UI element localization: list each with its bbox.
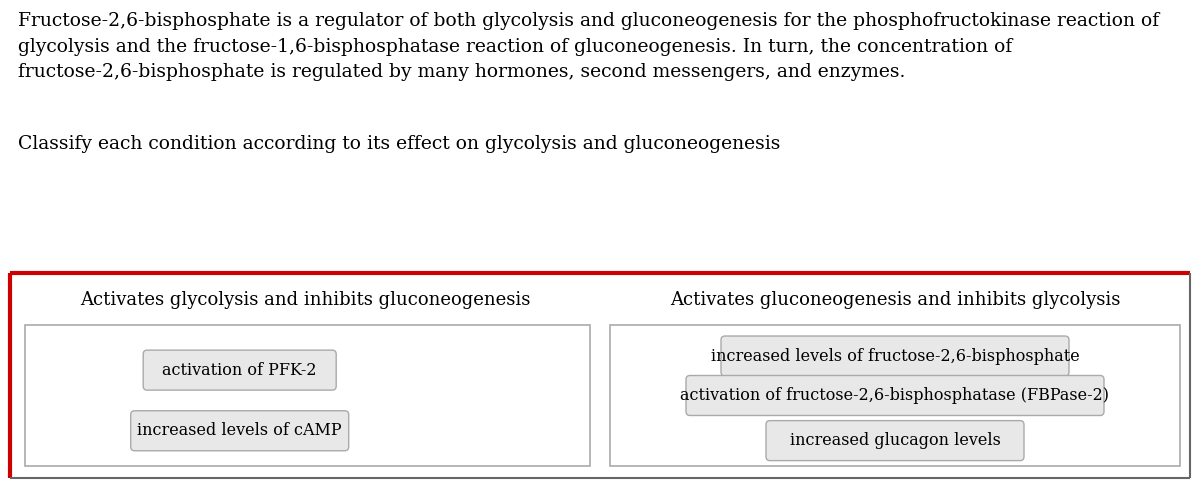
Text: Classify each condition according to its effect on glycolysis and gluconeogenesi: Classify each condition according to its…: [18, 135, 780, 153]
Text: increased glucagon levels: increased glucagon levels: [790, 432, 1001, 449]
Text: increased levels of cAMP: increased levels of cAMP: [137, 422, 342, 439]
Text: increased levels of fructose-2,6-bisphosphate: increased levels of fructose-2,6-bisphos…: [710, 347, 1079, 364]
Text: activation of fructose-2,6-bisphosphatase (FBPase-2): activation of fructose-2,6-bisphosphatas…: [680, 387, 1110, 404]
FancyBboxPatch shape: [721, 336, 1069, 376]
Text: Fructose-2,6-bisphosphate is a regulator of both glycolysis and gluconeogenesis : Fructose-2,6-bisphosphate is a regulator…: [18, 12, 1159, 81]
FancyBboxPatch shape: [766, 420, 1024, 461]
FancyBboxPatch shape: [686, 376, 1104, 416]
Text: Activates gluconeogenesis and inhibits glycolysis: Activates gluconeogenesis and inhibits g…: [670, 291, 1120, 309]
Bar: [25, 325, 590, 466]
FancyBboxPatch shape: [131, 411, 349, 451]
Text: activation of PFK-2: activation of PFK-2: [162, 362, 317, 379]
Text: Activates glycolysis and inhibits gluconeogenesis: Activates glycolysis and inhibits glucon…: [80, 291, 530, 309]
Bar: [610, 325, 1180, 466]
FancyBboxPatch shape: [143, 350, 336, 390]
